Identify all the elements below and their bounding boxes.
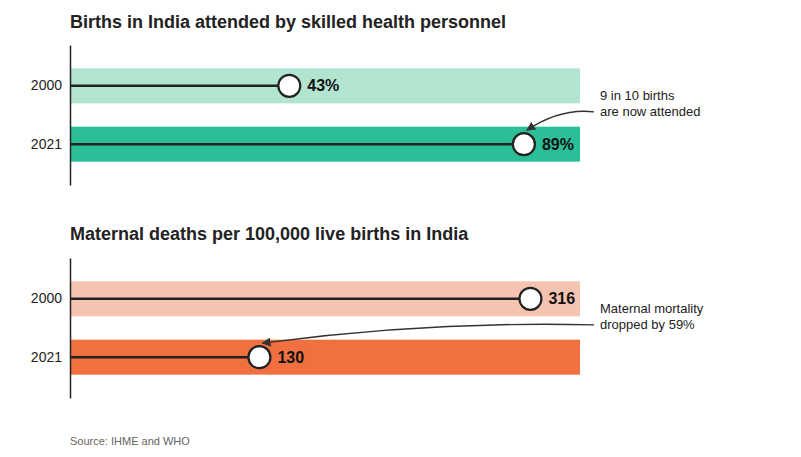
title: Maternal deaths per 100,000 live births … xyxy=(70,224,469,244)
stem xyxy=(70,298,530,301)
chart: Births in India attended by skilled heal… xyxy=(31,12,701,186)
data-label: 43% xyxy=(307,77,339,94)
stem xyxy=(70,356,259,359)
stem xyxy=(70,143,524,146)
track xyxy=(70,68,580,103)
annotation: Maternal mortalitydropped by 59% xyxy=(600,301,704,332)
tick-label: 2000 xyxy=(31,77,62,93)
annotation-line: 9 in 10 births xyxy=(600,88,675,103)
track xyxy=(70,127,580,162)
tick-label: 2021 xyxy=(31,136,62,152)
label-bg xyxy=(538,134,578,155)
tick-label: 2000 xyxy=(31,290,62,306)
annotation-arrow xyxy=(527,111,594,130)
annotation-line: dropped by 59% xyxy=(600,317,695,332)
dot xyxy=(519,288,541,310)
axis-line xyxy=(70,259,72,399)
tick-label: 2021 xyxy=(31,349,62,365)
data-label: 89% xyxy=(542,136,574,153)
track xyxy=(70,281,580,316)
y-axis: 2000 2021 xyxy=(31,259,71,399)
data-labels: 43% 89% xyxy=(303,75,578,154)
data-label: 130 xyxy=(277,349,304,366)
source: Source: IHME and WHO xyxy=(70,435,190,447)
track xyxy=(70,340,580,375)
annotation: 9 in 10 birthsare now attended xyxy=(600,88,700,119)
axis-line xyxy=(70,46,72,186)
annotation-line: Maternal mortality xyxy=(600,301,704,316)
dot xyxy=(513,133,535,155)
tick: 2021 xyxy=(31,349,70,365)
plot-area xyxy=(70,281,580,374)
label-bg xyxy=(273,347,308,368)
data-label: 316 xyxy=(548,290,575,307)
label-bg xyxy=(544,288,579,309)
dot xyxy=(248,346,270,368)
chart: Maternal deaths per 100,000 live births … xyxy=(31,224,704,399)
plot-area xyxy=(70,68,580,161)
annotation-line: are now attended xyxy=(600,104,700,119)
label-bg xyxy=(303,75,343,96)
title: Births in India attended by skilled heal… xyxy=(70,12,506,32)
chart-root: Births in India attended by skilled heal… xyxy=(0,0,801,457)
tick: 2021 xyxy=(31,136,70,152)
stem xyxy=(70,85,289,88)
y-axis: 2000 2021 xyxy=(31,46,71,186)
annotation-arrow xyxy=(262,324,594,343)
tick: 2000 xyxy=(31,77,70,93)
dot xyxy=(278,75,300,97)
tick: 2000 xyxy=(31,290,70,306)
